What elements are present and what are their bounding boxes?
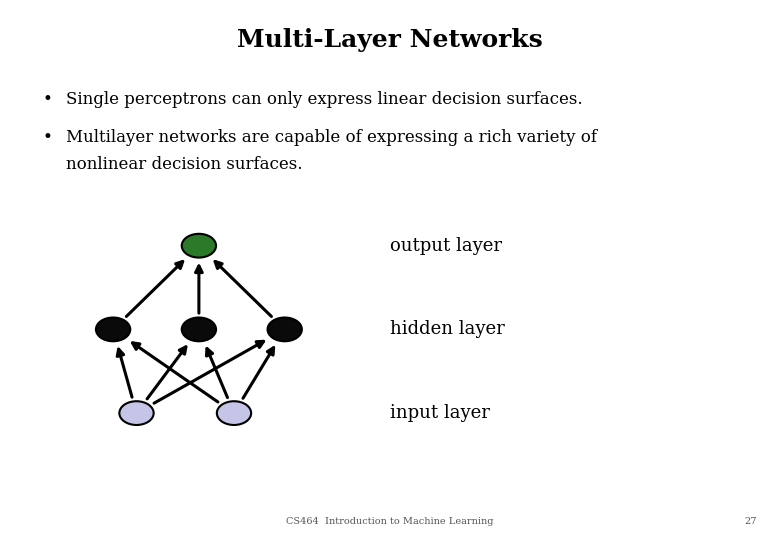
- Text: 27: 27: [744, 517, 757, 526]
- Text: hidden layer: hidden layer: [390, 320, 505, 339]
- Text: Single perceptrons can only express linear decision surfaces.: Single perceptrons can only express line…: [66, 91, 583, 109]
- Circle shape: [268, 318, 302, 341]
- Text: nonlinear decision surfaces.: nonlinear decision surfaces.: [66, 156, 303, 173]
- Circle shape: [217, 401, 251, 425]
- Text: Multilayer networks are capable of expressing a rich variety of: Multilayer networks are capable of expre…: [66, 129, 597, 146]
- Circle shape: [182, 234, 216, 258]
- Text: input layer: input layer: [390, 404, 490, 422]
- Circle shape: [182, 318, 216, 341]
- Circle shape: [96, 318, 130, 341]
- Text: Multi-Layer Networks: Multi-Layer Networks: [237, 29, 543, 52]
- Text: CS464  Introduction to Machine Learning: CS464 Introduction to Machine Learning: [286, 517, 494, 526]
- Circle shape: [119, 401, 154, 425]
- Text: •: •: [43, 129, 53, 146]
- Text: •: •: [43, 91, 53, 109]
- Text: output layer: output layer: [390, 237, 502, 255]
